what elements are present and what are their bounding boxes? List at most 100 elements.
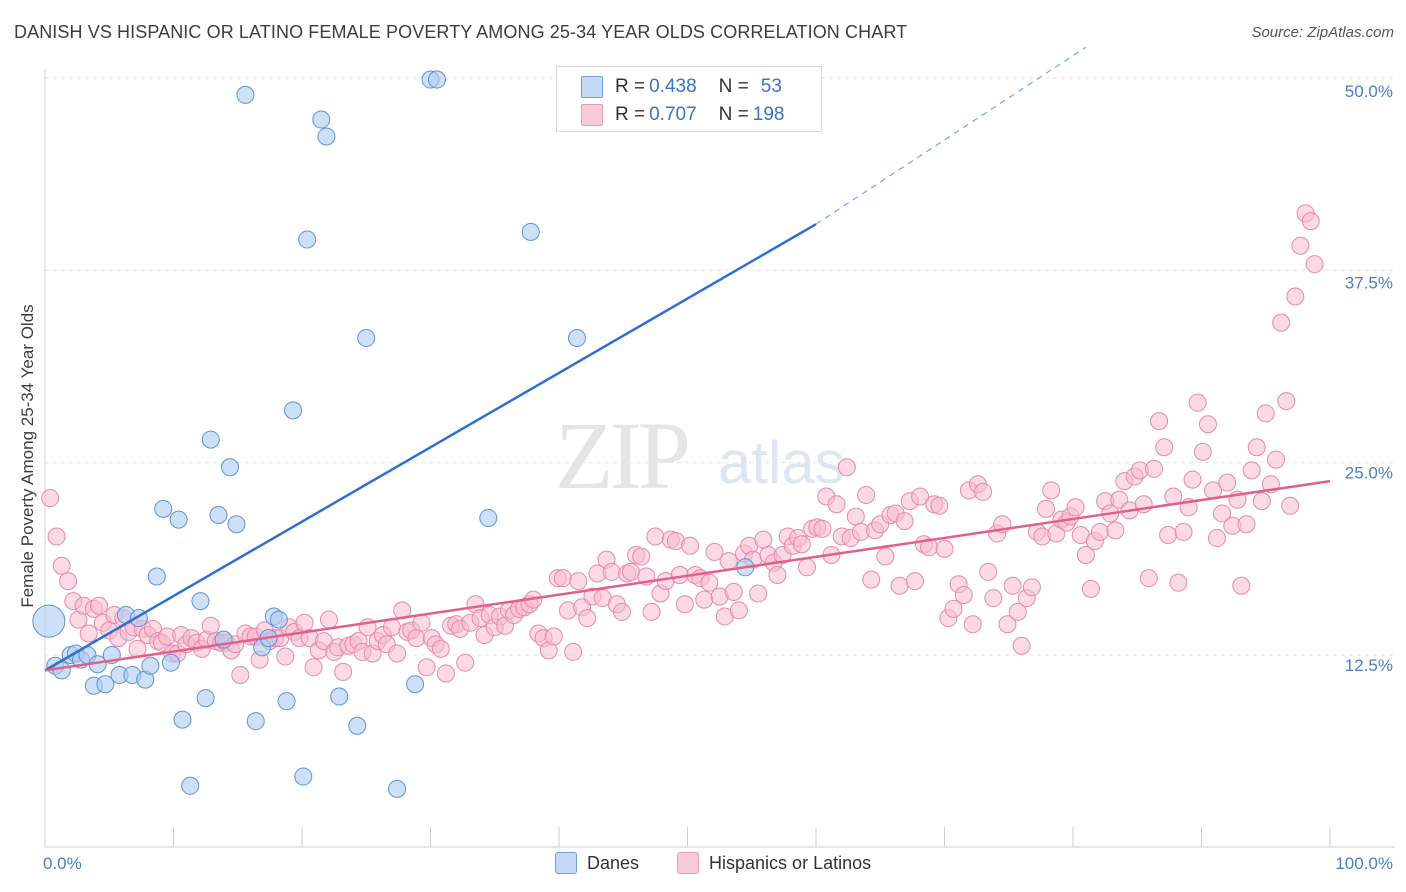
hispanics-point	[1291, 236, 1310, 255]
hispanics-point	[1081, 579, 1100, 598]
hispanics-trend-line	[44, 479, 1331, 672]
hispanics-swatch	[581, 104, 603, 126]
hispanics-point	[417, 658, 436, 677]
y-tick-label: 37.5%	[1345, 273, 1393, 292]
danes-point	[521, 222, 540, 241]
hispanics-point	[944, 599, 963, 618]
hispanics-point	[431, 639, 450, 658]
y-tick-label: 25.0%	[1345, 464, 1393, 483]
hispanics-point	[646, 527, 665, 546]
hispanics-point	[729, 601, 748, 620]
hispanics-point	[911, 487, 930, 506]
hispanics-point	[890, 576, 909, 595]
hispanics-point	[827, 495, 846, 514]
danes-point	[181, 776, 200, 795]
hispanics-point	[1247, 438, 1266, 457]
hispanics-point	[954, 585, 973, 604]
hispanics-point	[754, 530, 773, 549]
y-tick-label: 12.5%	[1345, 656, 1393, 675]
hispanics-point	[1305, 255, 1324, 274]
x-tick-label: 0.0%	[43, 854, 82, 873]
watermark-zip: ZIP	[555, 402, 691, 509]
hispanics-points	[41, 204, 1324, 685]
hispanics-point	[681, 536, 700, 555]
hispanics-point	[846, 507, 865, 526]
danes-point	[154, 499, 173, 518]
hispanics-point	[837, 458, 856, 477]
hispanics-point	[388, 644, 407, 663]
hispanics-n-value: 198	[752, 104, 785, 125]
hispanics-point	[1012, 636, 1031, 655]
source-label: Source: ZipAtlas.com	[1251, 24, 1394, 41]
hispanics-point	[895, 512, 914, 531]
hispanics-point	[1277, 392, 1296, 411]
hispanics-point	[1106, 521, 1125, 540]
hispanics-point	[1183, 470, 1202, 489]
hispanics-point	[456, 653, 475, 672]
axes	[44, 69, 1395, 848]
hispanics-point	[798, 558, 817, 577]
danes-point	[388, 779, 407, 798]
hispanics-n-label: N =	[718, 104, 749, 125]
hispanics-point	[1159, 525, 1178, 544]
danes-point	[317, 127, 336, 146]
hispanics-point	[553, 569, 572, 588]
hispanics-point	[79, 624, 98, 643]
hispanics-point	[1155, 438, 1174, 457]
hispanics-point	[1256, 404, 1275, 423]
stats-legend: R = 0.438 N = 53 R = 0.707 N = 198	[556, 66, 822, 132]
hispanics-point	[675, 595, 694, 614]
danes-point	[201, 430, 220, 449]
danes-trend-extension	[815, 46, 1087, 225]
hispanics-point	[319, 610, 338, 629]
hispanics-point	[1237, 515, 1256, 534]
hispanics-point	[1252, 492, 1271, 511]
hispanics-point	[695, 590, 714, 609]
danes-point	[227, 515, 246, 534]
hispanics-point	[1218, 473, 1237, 492]
hispanics-point	[1207, 529, 1226, 548]
chart-title: DANISH VS HISPANIC OR LATINO FEMALE POVE…	[14, 22, 908, 42]
hispanics-point	[1022, 578, 1041, 597]
hispanics-point	[1139, 569, 1158, 588]
danes-point	[298, 230, 317, 249]
hispanics-point	[544, 627, 563, 646]
hispanics-point	[1150, 412, 1169, 431]
hispanics-point	[1286, 287, 1305, 306]
danes-point	[169, 510, 188, 529]
hispanics-point	[564, 642, 583, 661]
hispanics-point	[304, 658, 323, 677]
hispanics-point	[52, 556, 71, 575]
danes-point	[269, 610, 288, 629]
danes-point	[312, 110, 331, 129]
danes-point	[196, 689, 215, 708]
danes-point	[294, 767, 313, 786]
hispanics-point	[276, 647, 295, 666]
hispanics-point	[862, 570, 881, 589]
hispanics-point	[569, 572, 588, 591]
hispanics-point	[1267, 450, 1286, 469]
hispanics-point	[792, 535, 811, 554]
danes-point	[236, 85, 255, 104]
hispanics-point	[1232, 576, 1251, 595]
hispanics-point	[974, 482, 993, 501]
hispanics-point	[1272, 313, 1291, 332]
danes-point	[161, 653, 180, 672]
danes-point	[96, 675, 115, 694]
danes-point	[567, 329, 586, 348]
hispanics-point	[979, 562, 998, 581]
hispanics-point	[1042, 481, 1061, 500]
hispanics-point	[231, 666, 250, 685]
hispanics-point	[768, 565, 787, 584]
hispanics-point	[621, 562, 640, 581]
hispanics-point	[201, 616, 220, 635]
bottom-legend: Danes Hispanics or Latinos	[555, 852, 871, 874]
grid-lines	[45, 77, 1395, 656]
danes-point	[147, 567, 166, 586]
danes-point	[221, 458, 240, 477]
danes-point	[32, 604, 66, 638]
hispanics-point	[813, 519, 832, 538]
hispanics-point	[407, 629, 426, 648]
hispanics-point	[1193, 442, 1212, 461]
hispanics-point	[876, 547, 895, 566]
